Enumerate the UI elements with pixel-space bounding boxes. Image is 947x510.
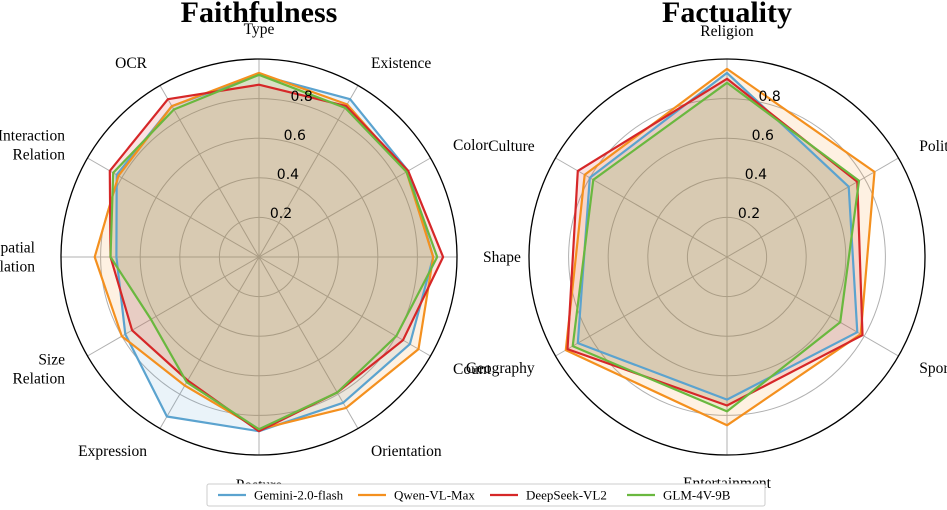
- axis-label-orientation: Orientation: [371, 443, 442, 460]
- series-area-gemini-2-0-flash: [116, 74, 434, 432]
- chart-title-faithfulness: Faithfulness: [181, 0, 338, 29]
- tick-label: 0.8: [291, 89, 313, 105]
- spoke-line: [726, 256, 899, 357]
- series-area-glm-4v-9b: [110, 74, 438, 430]
- axis-label-line: Existence: [371, 55, 431, 72]
- tick-label: 0.4: [277, 167, 299, 183]
- legend-frame: [206, 483, 766, 507]
- axis-label-line: Shape: [483, 249, 521, 266]
- series-area-qwen-vl-max: [565, 68, 875, 426]
- axis-label-size-relation: Size Relation: [12, 352, 65, 388]
- series-area-deepseek-vl2: [109, 84, 444, 432]
- axis-label-line: Orientation: [371, 443, 442, 460]
- series-area-deepseek-vl2: [567, 78, 863, 406]
- axis-label-line: Relation: [12, 147, 65, 164]
- factuality-radar: 0.20.40.60.8ReligionPoliticsSportsEntert…: [466, 23, 947, 492]
- axis-label-shape: Shape: [483, 249, 521, 266]
- series-area-glm-4v-9b: [572, 82, 859, 412]
- tick-label: 0.6: [752, 128, 774, 144]
- axis-label-expression: Expression: [78, 443, 147, 460]
- axis-label-line: Relation: [12, 371, 65, 388]
- legend-label-qwen-vl-max: Qwen-VL-Max: [394, 488, 475, 503]
- axis-label-line: Interaction: [0, 128, 65, 145]
- axis-label-line: Color: [453, 137, 489, 154]
- axis-label-ocr: OCR: [115, 55, 148, 72]
- legend: Gemini-2.0-flash Qwen-VL-Max DeepSeek-VL2 G…: [206, 483, 766, 507]
- series-line-gemini-2-0-flash: [576, 71, 859, 401]
- axis-label-interaction-relation: Interaction Relation: [0, 128, 65, 164]
- outer-circle: [528, 58, 926, 456]
- axis-label-line: OCR: [115, 55, 148, 72]
- series-area-gemini-2-0-flash: [577, 72, 858, 400]
- axis-label-religion: Religion: [700, 23, 754, 40]
- series-line-glm-4v-9b: [571, 81, 861, 413]
- tick-label: 0.6: [284, 128, 306, 144]
- axis-label-line: Count: [453, 361, 492, 378]
- tick-label: 0.2: [270, 206, 292, 222]
- chart-title-factuality: Factuality: [662, 0, 792, 29]
- axis-label-line: Relation: [0, 259, 35, 276]
- axis-label-line: Size: [38, 352, 65, 369]
- spoke-line: [258, 256, 431, 357]
- spoke-line: [726, 157, 899, 258]
- axis-label-count: Count: [453, 361, 492, 378]
- legend-label-deepseek-vl2: DeepSeek-VL2: [526, 488, 607, 503]
- spoke-line: [555, 256, 728, 357]
- axis-label-type: Type: [244, 21, 275, 38]
- axis-label-line: Spatial: [0, 240, 35, 257]
- series-line-qwen-vl-max: [564, 67, 876, 427]
- outer-circle: [60, 58, 458, 456]
- axis-label-spatial-relation: Spatial Relation: [0, 240, 35, 276]
- spoke-line: [258, 157, 431, 258]
- axis-label-existence: Existence: [371, 55, 431, 72]
- axis-label-line: Religion: [700, 23, 754, 40]
- spoke-line: [87, 256, 260, 357]
- series-line-glm-4v-9b: [109, 73, 439, 431]
- spoke-line: [159, 85, 260, 258]
- tick-label: 0.8: [759, 89, 781, 105]
- series-line-deepseek-vl2: [566, 77, 864, 407]
- legend-label-glm-4v-9b: GLM-4V-9B: [663, 488, 731, 503]
- axis-label-line: Expression: [78, 443, 147, 460]
- tick-label: 0.4: [745, 167, 767, 183]
- axis-label-line: Sports: [919, 360, 947, 377]
- axis-label-geography: Geography: [466, 360, 535, 377]
- tick-label: 0.2: [738, 206, 760, 222]
- series-area-qwen-vl-max: [94, 72, 434, 430]
- axis-label-line: Culture: [488, 138, 535, 155]
- axis-label-culture: Culture: [488, 138, 535, 155]
- axis-label-sports: Sports: [919, 360, 947, 377]
- series-line-deepseek-vl2: [108, 83, 445, 433]
- axis-label-line: Geography: [466, 360, 535, 377]
- legend-label-gemini-2-0-flash: Gemini-2.0-flash: [254, 488, 344, 503]
- axis-label-politics: Politics: [919, 138, 947, 155]
- spoke-line: [159, 256, 260, 429]
- faithfulness-radar: 0.2 0.4 0.6 0.8 Type Existence Color Shape Count…: [0, 21, 521, 494]
- axis-label-line: Politics: [919, 138, 947, 155]
- axis-label-color: Color: [453, 137, 489, 154]
- axis-label-line: Type: [244, 21, 275, 38]
- spoke-line: [258, 85, 359, 258]
- spoke-line: [258, 256, 359, 429]
